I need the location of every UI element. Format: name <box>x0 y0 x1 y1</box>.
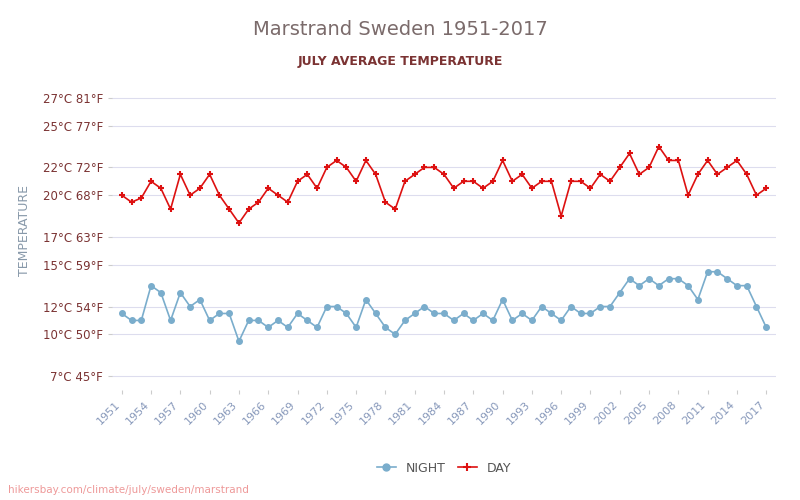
DAY <box>117 192 126 198</box>
DAY <box>654 144 664 150</box>
DAY <box>722 164 732 170</box>
NIGHT <box>390 332 400 338</box>
DAY <box>234 220 244 226</box>
DAY <box>420 164 430 170</box>
Line: DAY: DAY <box>118 143 770 226</box>
NIGHT <box>722 276 732 281</box>
Line: NIGHT: NIGHT <box>119 269 769 344</box>
DAY <box>195 186 205 192</box>
DAY <box>762 186 771 192</box>
DAY <box>615 164 625 170</box>
Text: hikersbay.com/climate/july/sweden/marstrand: hikersbay.com/climate/july/sweden/marstr… <box>8 485 249 495</box>
Text: Marstrand Sweden 1951-2017: Marstrand Sweden 1951-2017 <box>253 20 547 39</box>
NIGHT <box>762 324 771 330</box>
NIGHT <box>234 338 244 344</box>
NIGHT <box>703 268 713 274</box>
NIGHT <box>615 290 625 296</box>
NIGHT <box>117 310 126 316</box>
NIGHT <box>195 296 205 302</box>
DAY <box>390 206 400 212</box>
Text: JULY AVERAGE TEMPERATURE: JULY AVERAGE TEMPERATURE <box>298 55 502 68</box>
DAY <box>166 206 175 212</box>
Legend: NIGHT, DAY: NIGHT, DAY <box>372 457 516 480</box>
Y-axis label: TEMPERATURE: TEMPERATURE <box>18 184 31 276</box>
NIGHT <box>166 318 175 324</box>
NIGHT <box>420 304 430 310</box>
